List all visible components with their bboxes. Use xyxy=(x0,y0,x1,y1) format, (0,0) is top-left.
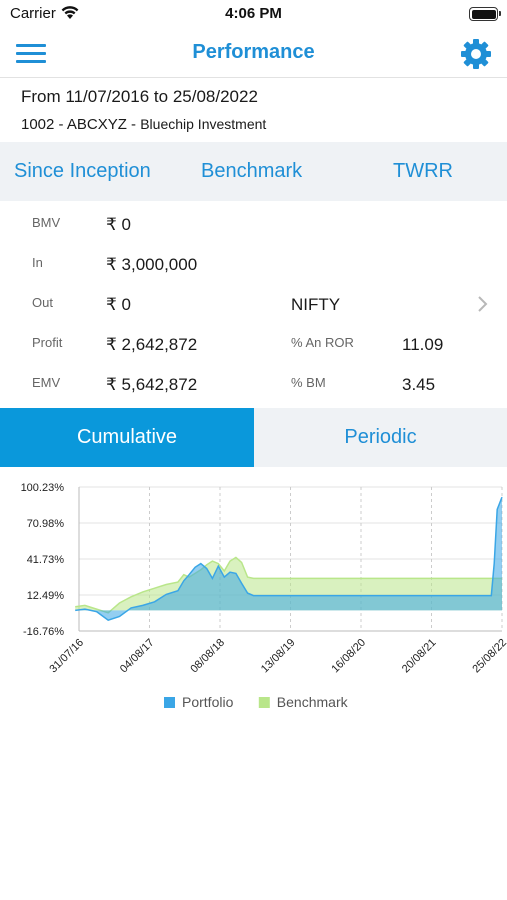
profit-label: Profit xyxy=(32,335,63,350)
chevron-right-icon[interactable] xyxy=(476,295,488,313)
gear-icon[interactable] xyxy=(459,37,493,71)
y-tick-label: 41.73% xyxy=(27,554,65,566)
navigation-bar: Performance xyxy=(0,30,507,78)
benchmark-legend-swatch xyxy=(258,697,270,708)
performance-chart: 100.23% 70.98% 41.73% 12.49% -16.76% 31/07/16… xyxy=(0,468,507,728)
y-tick-label: 70.98% xyxy=(27,518,65,530)
y-tick-label: 12.49% xyxy=(27,590,65,602)
portfolio-area xyxy=(75,497,502,621)
bmv-label: BMV xyxy=(32,215,61,230)
performance-chart-svg: 100.23% 70.98% 41.73% 12.49% -16.76%31/07/16… xyxy=(21,482,507,710)
benchmark-line xyxy=(75,556,502,614)
ror-value: 11.09 xyxy=(402,335,444,354)
in-label: In xyxy=(32,255,43,270)
carrier-label: Carrier xyxy=(10,5,56,22)
emv-value: ₹ 5,642,872 xyxy=(106,375,198,394)
in-value: ₹ 3,000,000 xyxy=(106,255,198,274)
portfolio-legend-label: Portfolio xyxy=(182,694,234,710)
segment-periodic[interactable]: Periodic xyxy=(254,408,507,467)
benchmark-legend-label: Benchmark xyxy=(277,694,349,710)
bm-label: % BM xyxy=(291,375,326,390)
x-tick-label: 16/08/20 xyxy=(329,637,368,676)
x-tick-label: 04/08/17 xyxy=(118,637,157,676)
portfolio-line xyxy=(75,496,503,622)
out-label: Out xyxy=(32,295,53,310)
x-tick-label: 20/08/21 xyxy=(400,637,439,676)
segment-cumulative[interactable]: Cumulative xyxy=(0,408,254,467)
hamburger-menu-icon[interactable] xyxy=(16,42,46,64)
date-range: From 11/07/2016 to 25/08/2022 xyxy=(21,87,258,106)
battery-icon xyxy=(469,7,501,21)
portfolio-legend-swatch xyxy=(164,697,175,708)
status-bar: Carrier 4:06 PM xyxy=(0,0,507,30)
page-title: Performance xyxy=(192,41,315,63)
chart-mode-segmented-control: Cumulative Periodic xyxy=(0,408,507,467)
x-tick-label: 13/08/19 xyxy=(259,637,298,676)
bmv-value: ₹ 0 xyxy=(106,215,131,234)
emv-label: EMV xyxy=(32,375,61,390)
tab-benchmark[interactable]: Benchmark xyxy=(201,160,303,182)
clock-time: 4:06 PM xyxy=(225,5,282,22)
account-name: Bluechip Investment xyxy=(140,116,267,132)
stats-panel: BMV ₹ 0 In ₹ 3,000,000 Out ₹ 0 NIFTY Pro… xyxy=(0,202,507,408)
account-line: 1002 - ABCXYZ - Bluechip Investment xyxy=(21,116,266,133)
ror-label: % An ROR xyxy=(291,335,354,350)
profit-value: ₹ 2,642,872 xyxy=(106,335,198,354)
account-code: 1002 - ABCXYZ - xyxy=(21,116,141,133)
x-tick-label: 08/08/18 xyxy=(188,637,227,676)
bm-value: 3.45 xyxy=(402,375,436,394)
wifi-icon xyxy=(61,6,79,19)
tab-since-inception[interactable]: Since Inception xyxy=(14,160,151,182)
y-tick-label: -16.76% xyxy=(23,626,64,638)
x-tick-label: 31/07/16 xyxy=(47,637,86,676)
tab-twrr[interactable]: TWRR xyxy=(393,160,453,182)
y-tick-label: 100.23% xyxy=(21,482,65,494)
period-tabs: Since Inception Benchmark TWRR xyxy=(0,142,507,201)
x-tick-label: 25/08/22 xyxy=(470,637,507,676)
benchmark-name[interactable]: NIFTY xyxy=(291,295,341,314)
out-value: ₹ 0 xyxy=(106,295,131,314)
